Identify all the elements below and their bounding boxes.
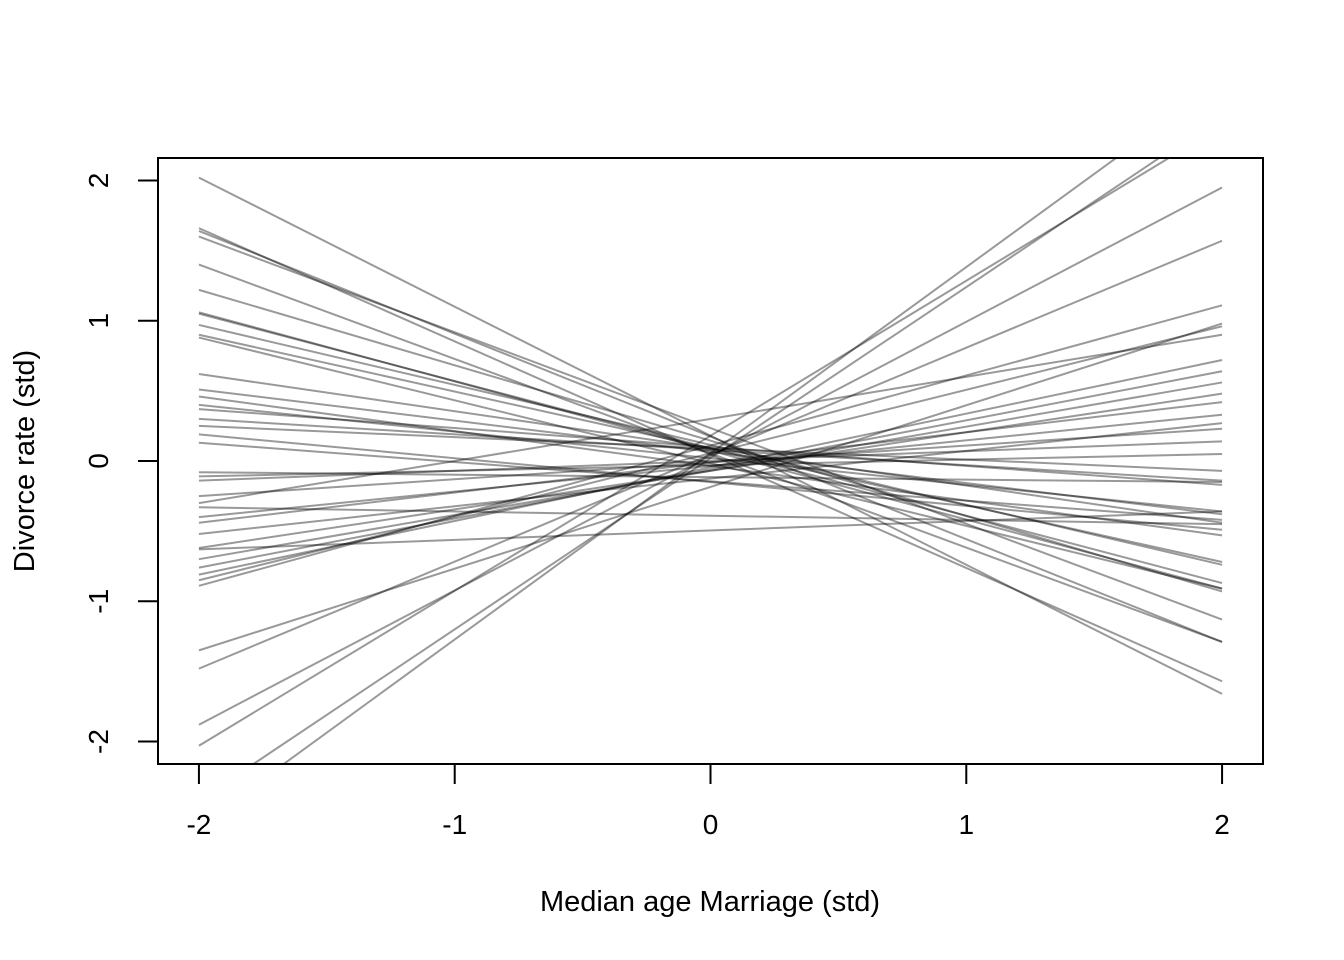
series-line-2 [198, 227, 1223, 683]
series-line-22 [198, 452, 1223, 478]
series-line-21 [198, 471, 1223, 484]
series-line-11 [198, 336, 1223, 590]
series-line-3 [198, 230, 1223, 643]
series-line-5 [198, 263, 1223, 643]
series-line-6 [198, 288, 1223, 593]
y-axis-title: Divorce rate (std) [9, 350, 41, 572]
x-tick-label: -2 [186, 809, 211, 840]
y-tick-label: 0 [83, 453, 114, 469]
series-line-33 [198, 370, 1223, 569]
y-tick-label: -1 [83, 589, 114, 614]
series-line-34 [198, 359, 1223, 576]
series-line-9 [198, 323, 1223, 566]
series-line-16 [198, 408, 1223, 486]
series-lines [198, 158, 1223, 764]
series-line-35 [198, 325, 1223, 582]
series-line-8 [198, 312, 1223, 585]
series-line-17 [198, 417, 1223, 482]
series-line-7 [198, 311, 1223, 590]
y-tick-label: 1 [83, 313, 114, 329]
series-line-18 [198, 424, 1223, 472]
series-line-36 [198, 304, 1223, 587]
series-line-29 [198, 422, 1223, 535]
series-line-4 [198, 235, 1223, 621]
series-line-40 [198, 158, 1171, 747]
series-line-42 [282, 158, 1118, 764]
x-axis: -2 -1 0 1 2 [186, 763, 1230, 840]
series-line-19 [198, 433, 1223, 531]
series-line-24 [198, 427, 1223, 498]
series-line-37 [198, 322, 1223, 652]
series-line-26 [198, 506, 1223, 526]
series-line-28 [198, 401, 1223, 524]
y-axis: -2 -1 0 1 2 [83, 173, 159, 754]
series-line-13 [198, 388, 1223, 516]
series-line-30 [198, 392, 1223, 549]
y-tick-label: 2 [83, 173, 114, 189]
series-line-15 [198, 403, 1223, 513]
series-line-23 [198, 440, 1223, 482]
x-tick-label: 1 [958, 809, 974, 840]
y-tick-label: -2 [83, 729, 114, 754]
x-tick-label: 2 [1214, 809, 1230, 840]
series-line-1 [198, 176, 1223, 695]
series-line-38 [198, 239, 1223, 670]
series-line-14 [198, 395, 1223, 537]
series-line-39 [198, 186, 1223, 726]
series-line-27 [198, 413, 1223, 519]
series-line-31 [198, 510, 1223, 551]
series-line-20 [198, 441, 1223, 521]
x-axis-title: Median age Marriage (std) [540, 886, 880, 918]
series-line-32 [198, 381, 1223, 561]
x-tick-label: -1 [442, 809, 467, 840]
x-tick-label: 0 [703, 809, 719, 840]
series-line-25 [198, 333, 1223, 505]
series-line-10 [198, 333, 1223, 563]
series-line-41 [251, 158, 1161, 764]
series-line-12 [198, 373, 1223, 524]
